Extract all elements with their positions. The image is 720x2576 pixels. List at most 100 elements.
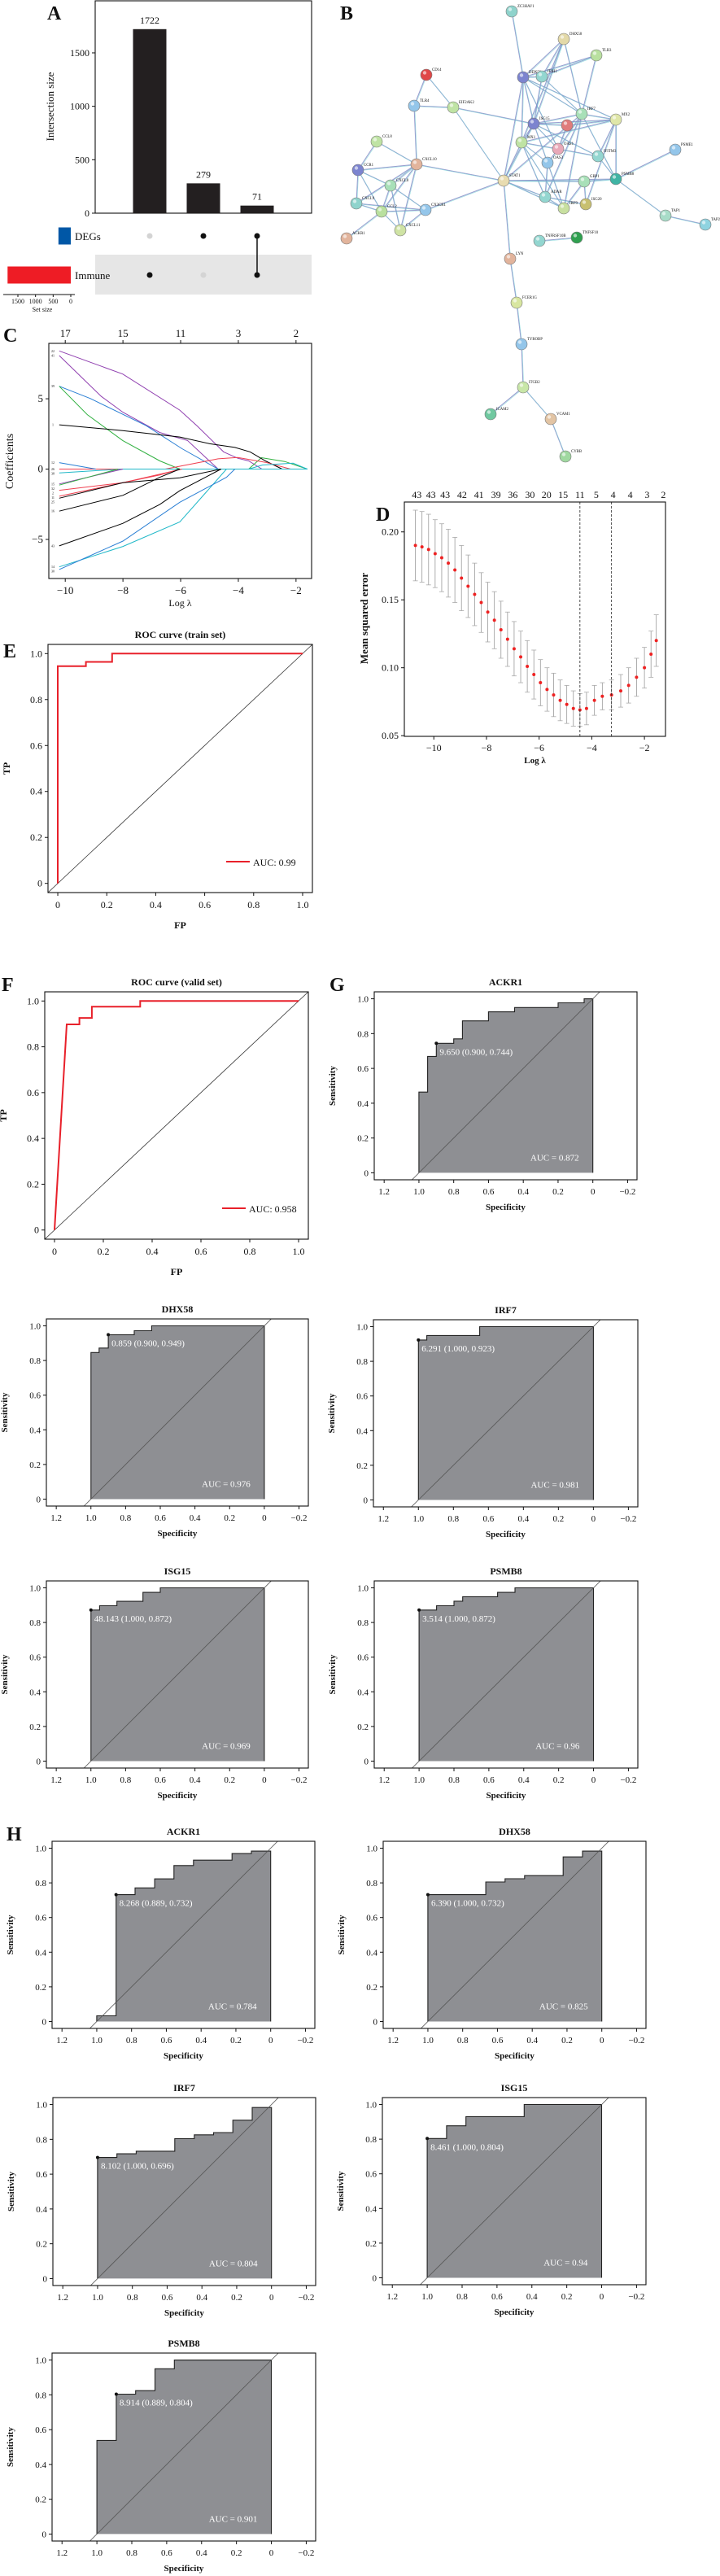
network-edge bbox=[544, 113, 583, 198]
set-size-bar bbox=[7, 266, 72, 284]
network-edge bbox=[425, 180, 504, 211]
node-highlight bbox=[530, 120, 535, 124]
set-size-tick-label: 1000 bbox=[29, 298, 42, 305]
network-edge-evidence bbox=[358, 164, 417, 172]
network-edge bbox=[522, 55, 597, 78]
roc-curve bbox=[418, 998, 594, 1173]
y-tick-label: 5 bbox=[38, 392, 44, 404]
x-tick-label: 0.2 bbox=[224, 1513, 235, 1523]
x-tick-label: 1.2 bbox=[387, 2036, 399, 2046]
y-tick-label: 1500 bbox=[70, 47, 89, 59]
roc-curve bbox=[96, 2360, 273, 2535]
roc-marks bbox=[411, 1581, 601, 1768]
roc-area bbox=[96, 1851, 271, 2022]
x-tick-label: 0.8 bbox=[126, 2036, 137, 2046]
x-tick-label: 0.8 bbox=[448, 1775, 460, 1785]
intersection-bar bbox=[186, 183, 220, 213]
x-tick-label: 1.0 bbox=[85, 1513, 97, 1523]
network-edge bbox=[533, 119, 617, 124]
matrix-dot bbox=[146, 233, 153, 239]
x-axis-label: FP bbox=[174, 919, 186, 931]
mse-point bbox=[447, 561, 451, 565]
network-node-label: CXCL9 bbox=[362, 197, 375, 201]
y-tick-label: 0.05 bbox=[382, 730, 399, 741]
panel-label-b: B bbox=[340, 3, 353, 24]
node-highlight bbox=[573, 234, 578, 238]
x-tick-label: 1.0 bbox=[422, 2036, 434, 2046]
x-tick-label: 1.0 bbox=[413, 1775, 425, 1785]
x-tick-label: −0.2 bbox=[620, 1775, 636, 1785]
network-node bbox=[557, 202, 570, 215]
best-threshold-point bbox=[107, 1333, 111, 1337]
network-edge bbox=[356, 203, 426, 211]
network-node-label: CXCL10 bbox=[422, 158, 437, 162]
x-tick-label: −2 bbox=[639, 742, 650, 753]
bar-value-label: 1722 bbox=[140, 15, 159, 26]
x-tick-label: 1.0 bbox=[296, 899, 308, 910]
coefficient-path bbox=[59, 469, 181, 512]
auc-label: AUC = 0.804 bbox=[209, 2259, 258, 2268]
x-tick-label: 1.2 bbox=[377, 1514, 389, 1524]
x-tick-label: 0 bbox=[269, 2548, 274, 2558]
y-tick-label: 0 bbox=[85, 207, 89, 219]
y-tick-label: 0 bbox=[38, 463, 44, 475]
panel-e-roc-train: 0 0.2 0.4 0.6 0.8 1.0 0 0.2 0.4 0.6 0.8 1.0 ROC curv… bbox=[1, 629, 313, 931]
y-tick-label: 0.6 bbox=[366, 1914, 377, 1923]
y-tick-label: 0.15 bbox=[382, 594, 399, 605]
network-edge-evidence bbox=[523, 39, 565, 79]
y-tick-label: 1.0 bbox=[366, 1845, 377, 1854]
mse-point bbox=[420, 545, 424, 549]
network-edge bbox=[381, 164, 417, 212]
network-edge-evidence bbox=[564, 39, 583, 115]
roc-marks bbox=[89, 2353, 279, 2541]
x-tick-label: 0.4 bbox=[190, 1775, 201, 1785]
network-node bbox=[609, 113, 622, 126]
top-tick-label: 15 bbox=[558, 489, 568, 500]
network-node-label: VCAM1 bbox=[556, 413, 570, 417]
network-edge-evidence bbox=[582, 55, 598, 115]
network-node bbox=[570, 231, 583, 244]
threshold-label: 8.461 (1.000, 0.804) bbox=[430, 2142, 504, 2152]
y-axis-label: Sensitivity bbox=[328, 1654, 338, 1694]
node-highlight bbox=[538, 72, 543, 76]
node-highlight bbox=[410, 102, 415, 106]
node-highlight bbox=[373, 138, 377, 142]
x-tick-label: 0.4 bbox=[190, 1513, 201, 1523]
diagonal-reference bbox=[420, 1841, 609, 2028]
network-node bbox=[375, 205, 388, 218]
network-node-label: CX3CR1 bbox=[431, 203, 446, 207]
network-node-label: OAS3 bbox=[553, 156, 564, 160]
network-edge bbox=[357, 164, 417, 171]
network-edge-evidence bbox=[356, 203, 426, 212]
y-tick-label: 1.0 bbox=[27, 995, 39, 1006]
y-tick-label: 0.6 bbox=[35, 2425, 46, 2435]
mse-point bbox=[453, 568, 457, 572]
network-node bbox=[351, 164, 364, 177]
x-tick-label: 0.2 bbox=[552, 1187, 564, 1197]
x-tick-label: 0.2 bbox=[552, 1514, 564, 1524]
network-edge bbox=[511, 11, 524, 78]
coefficient-path bbox=[59, 469, 119, 486]
network-node-label: TAP2 bbox=[711, 218, 720, 222]
mse-point bbox=[571, 706, 575, 710]
y-tick-label: 0.6 bbox=[29, 1391, 41, 1401]
roc-marks bbox=[420, 1841, 609, 2028]
network-edge-evidence bbox=[564, 114, 583, 209]
y-axis-label: Intersection size bbox=[44, 72, 56, 141]
mse-point bbox=[526, 665, 530, 669]
top-tick-label: 20 bbox=[542, 489, 552, 500]
x-tick-label: 0.2 bbox=[561, 2036, 573, 2046]
network-edge bbox=[503, 178, 617, 181]
mse-point bbox=[584, 706, 588, 710]
coefficient-path bbox=[59, 469, 236, 570]
diagonal-reference bbox=[83, 1581, 272, 1768]
x-tick-label: −0.2 bbox=[298, 2293, 314, 2303]
y-tick-label: 0 bbox=[37, 878, 42, 889]
auc-label: AUC = 0.784 bbox=[208, 2002, 257, 2012]
network-node bbox=[557, 33, 570, 46]
x-tick-label: 0 bbox=[268, 2036, 273, 2046]
y-tick-label: 0.8 bbox=[35, 2390, 46, 2400]
y-axis-label: Mean squared error bbox=[358, 573, 370, 664]
network-edge bbox=[522, 76, 535, 124]
set-size-tick-label: 1500 bbox=[11, 298, 24, 305]
